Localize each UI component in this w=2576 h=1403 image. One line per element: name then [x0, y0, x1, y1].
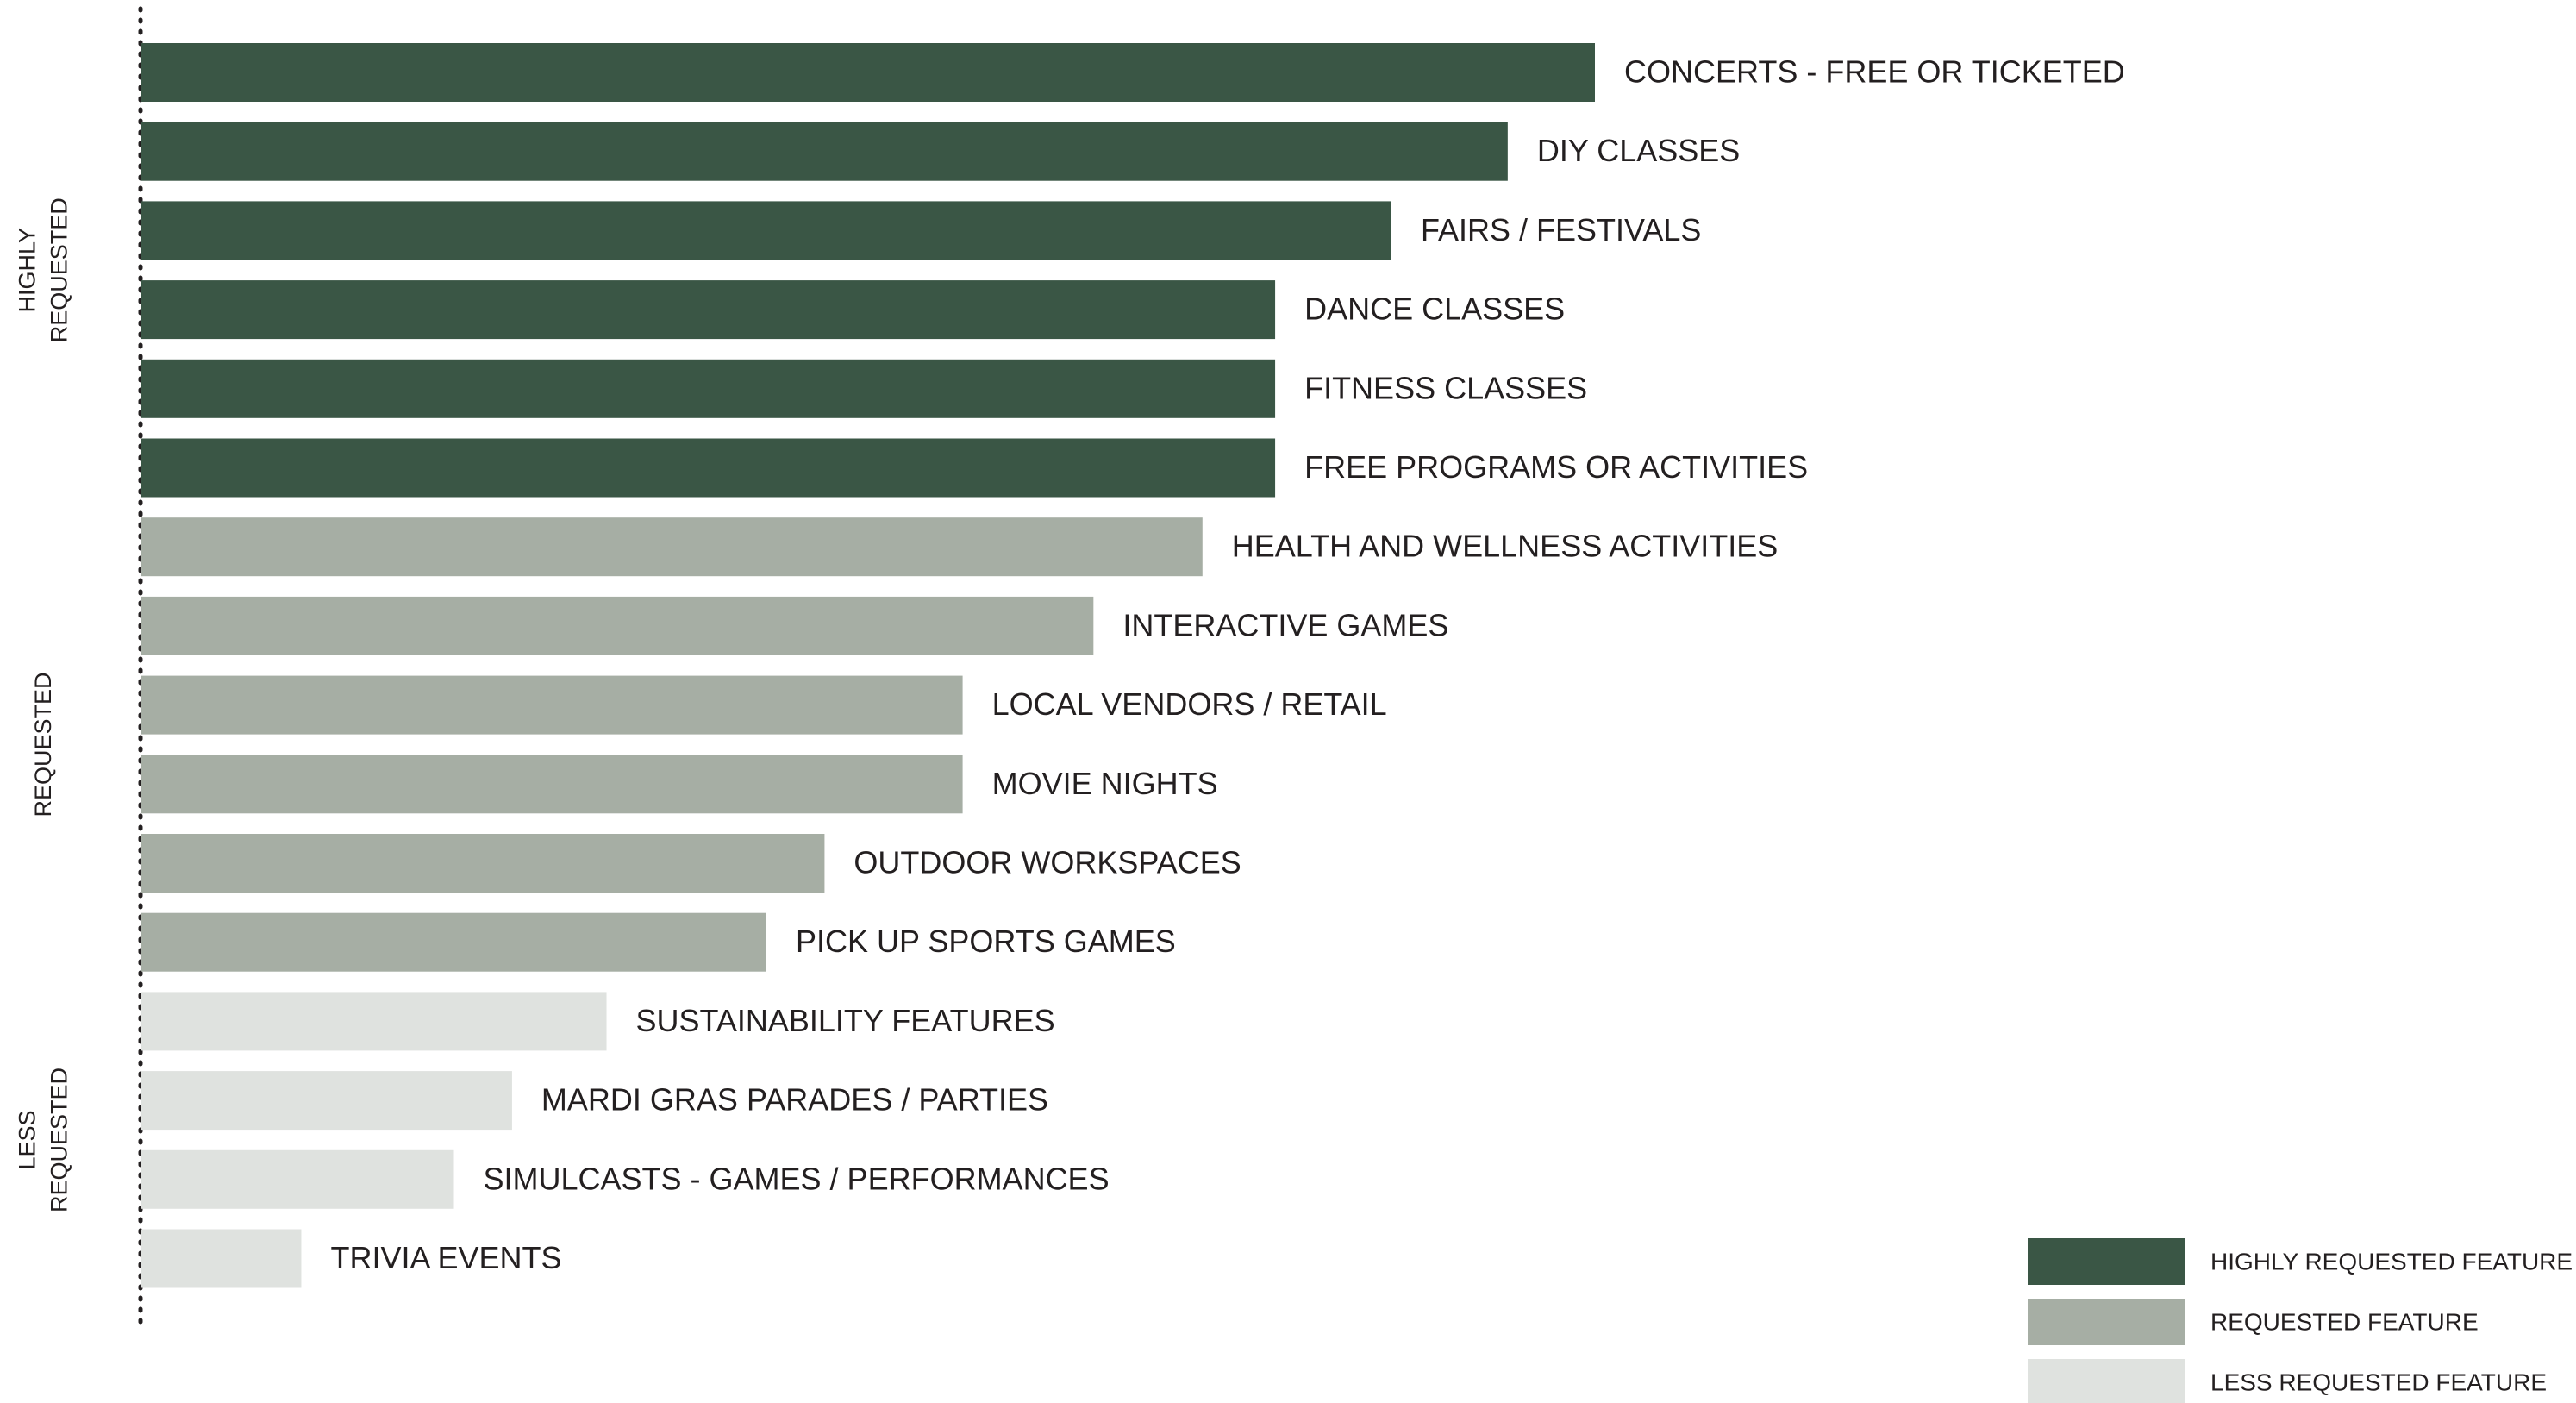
- legend-swatch-highly: [2028, 1238, 2185, 1285]
- bar-label: DANCE CLASSES: [1304, 291, 1565, 327]
- bar-label: FITNESS CLASSES: [1304, 370, 1587, 405]
- bar: [141, 1071, 512, 1131]
- bar-label: DIY CLASSES: [1537, 133, 1740, 168]
- bar-label: MARDI GRAS PARADES / PARTIES: [541, 1082, 1048, 1118]
- bar-label: HEALTH AND WELLNESS ACTIVITIES: [1232, 529, 1779, 564]
- group-label-requested: REQUESTED: [30, 672, 56, 817]
- group-label-line: REQUESTED: [47, 1068, 72, 1212]
- bar: [141, 834, 825, 893]
- bar: [141, 755, 963, 814]
- group-label-line: HIGHLY: [15, 228, 41, 313]
- bar-label: CONCERTS - FREE OR TICKETED: [1624, 54, 2125, 90]
- bar: [141, 201, 1391, 260]
- legend-label-highly: HIGHLY REQUESTED FEATURE: [2210, 1248, 2573, 1275]
- bar-label: FREE PROGRAMS OR ACTIVITIES: [1304, 449, 1808, 485]
- bar: [141, 359, 1276, 418]
- group-label-line: LESS: [15, 1110, 41, 1169]
- group-label-line: REQUESTED: [47, 197, 72, 342]
- bar-labels: CONCERTS - FREE OR TICKETED DIY CLASSES FA…: [330, 54, 2124, 1276]
- bar-label: LOCAL VENDORS / RETAIL: [992, 686, 1387, 722]
- bar-label: SUSTAINABILITY FEATURES: [636, 1003, 1055, 1038]
- bar: [141, 675, 963, 735]
- bar-label: MOVIE NIGHTS: [992, 766, 1218, 801]
- group-label-line: REQUESTED: [30, 672, 56, 817]
- bar-label: OUTDOOR WORKSPACES: [853, 845, 1241, 880]
- bar: [141, 1229, 302, 1288]
- bar: [141, 280, 1276, 340]
- bar: [141, 43, 1595, 102]
- group-label-highly: HIGHLY REQUESTED: [15, 197, 72, 342]
- legend-swatch-requested: [2028, 1299, 2185, 1345]
- bar: [141, 438, 1276, 498]
- legend-swatch-less: [2028, 1359, 2185, 1403]
- bar-label: TRIVIA EVENTS: [330, 1240, 561, 1275]
- bars: [141, 43, 1595, 1288]
- bar-label: FAIRS / FESTIVALS: [1421, 212, 1701, 247]
- legend-label-requested: REQUESTED FEATURE: [2210, 1308, 2479, 1335]
- bar: [141, 1149, 454, 1209]
- bar: [141, 122, 1508, 181]
- bar: [141, 517, 1203, 577]
- bar-label: SIMULCASTS - GAMES / PERFORMANCES: [483, 1161, 1109, 1196]
- legend-label-less: LESS REQUESTED FEATURE: [2210, 1369, 2547, 1395]
- bar: [141, 992, 607, 1051]
- bar: [141, 912, 766, 972]
- bar-label: INTERACTIVE GAMES: [1122, 607, 1448, 642]
- group-label-less: LESS REQUESTED: [15, 1068, 72, 1212]
- legend: HIGHLY REQUESTED FEATURE REQUESTED FEATUR…: [2028, 1238, 2573, 1403]
- bar: [141, 596, 1094, 655]
- bar-label: PICK UP SPORTS GAMES: [796, 924, 1176, 959]
